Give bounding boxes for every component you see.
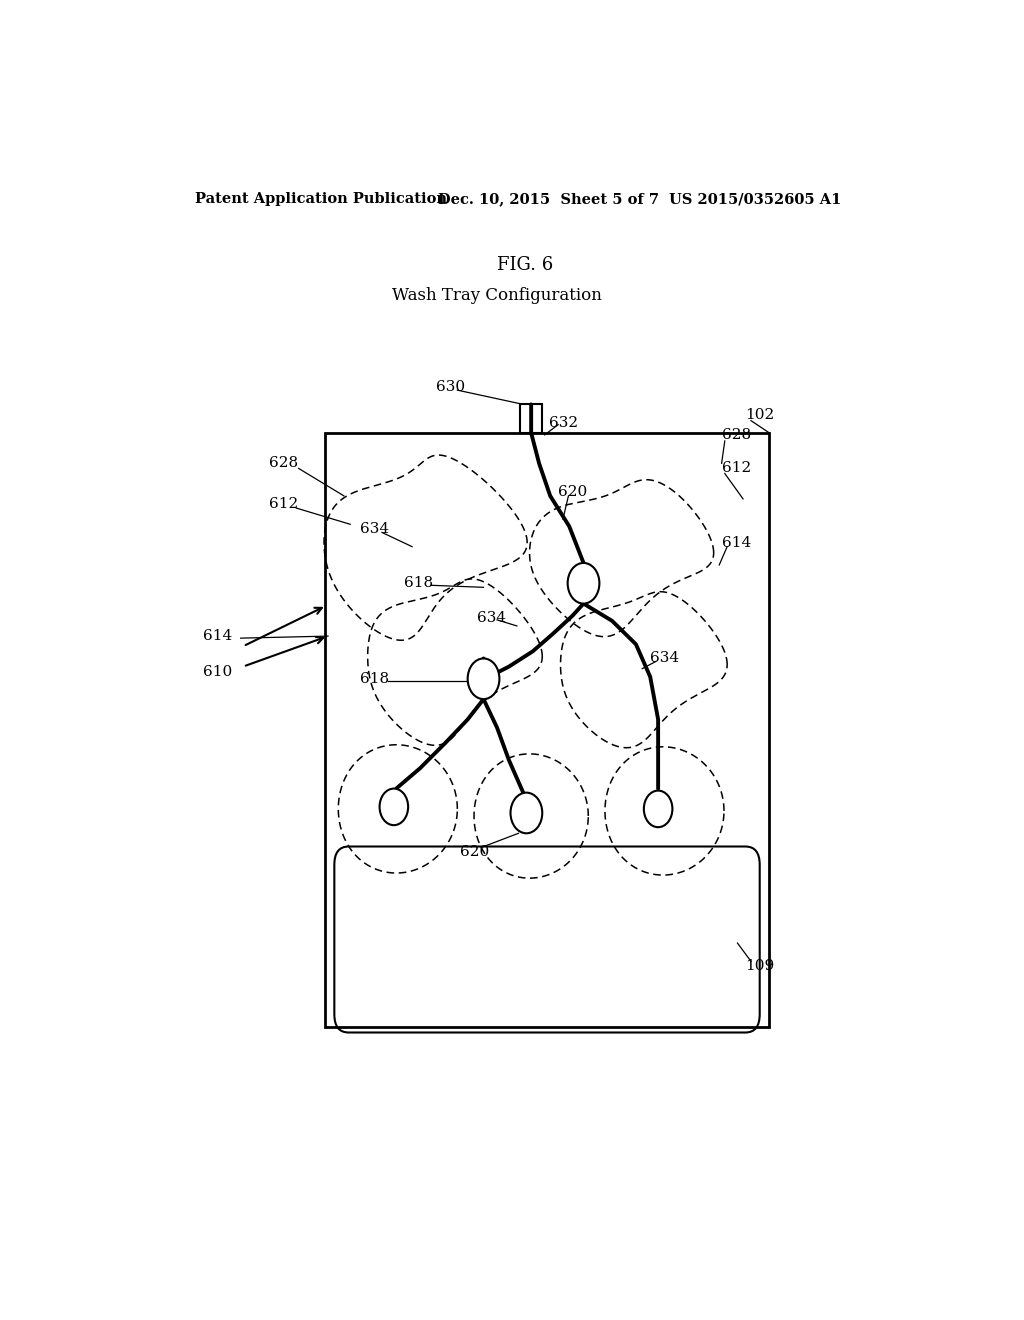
Text: 612: 612 [269, 496, 299, 511]
Circle shape [380, 788, 409, 825]
Text: 634: 634 [359, 523, 389, 536]
Text: 620: 620 [460, 845, 489, 858]
Text: 614: 614 [204, 630, 232, 643]
Circle shape [567, 562, 599, 603]
Text: 634: 634 [650, 652, 679, 665]
Bar [325, 433, 769, 1027]
Circle shape [468, 659, 500, 700]
Text: 620: 620 [558, 484, 588, 499]
Text: FIG. 6: FIG. 6 [497, 256, 553, 275]
Text: Patent Application Publication: Patent Application Publication [196, 191, 447, 206]
Text: 628: 628 [722, 428, 751, 442]
Text: 632: 632 [549, 416, 578, 430]
Circle shape [511, 792, 543, 833]
Text: 614: 614 [722, 536, 751, 549]
Text: 612: 612 [722, 462, 751, 475]
Text: 618: 618 [404, 577, 433, 590]
Text: 630: 630 [436, 380, 465, 395]
Text: 628: 628 [269, 457, 298, 470]
Text: 618: 618 [359, 672, 389, 686]
Text: Dec. 10, 2015  Sheet 5 of 7: Dec. 10, 2015 Sheet 5 of 7 [437, 191, 658, 206]
Text: 102: 102 [745, 408, 775, 421]
Text: Wash Tray Configuration: Wash Tray Configuration [392, 288, 602, 304]
Text: US 2015/0352605 A1: US 2015/0352605 A1 [670, 191, 842, 206]
Text: 610: 610 [204, 665, 232, 678]
Text: 109: 109 [745, 960, 775, 973]
Circle shape [644, 791, 673, 828]
Text: 634: 634 [477, 611, 506, 624]
Bar [520, 404, 543, 433]
